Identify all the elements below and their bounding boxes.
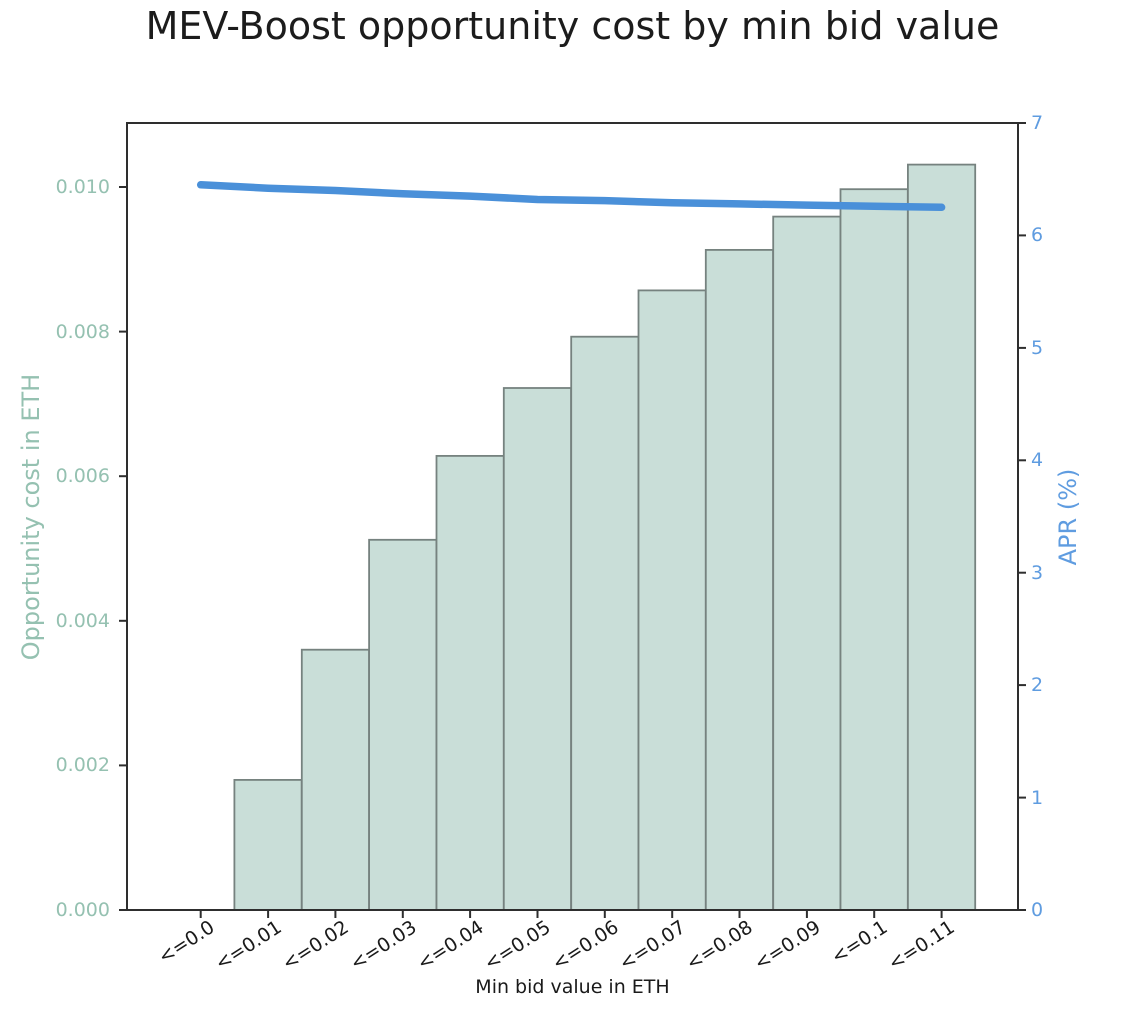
left-y-tick-label: 0.004 [55,609,110,632]
left-y-tick-label: 0.006 [55,465,110,488]
left-y-tick-label: 0.010 [55,175,110,198]
left-y-tick-label: 0.008 [55,320,110,343]
opportunity-cost-bar [435,454,505,911]
right-y-tick-label: 6 [1031,224,1044,247]
right-y-tick-label: 0 [1031,899,1044,921]
opportunity-cost-bar [570,335,640,911]
x-axis-title: Min bid value in ETH [475,976,670,998]
axes-spines [126,122,1019,911]
right-y-tick-label: 3 [1031,561,1044,584]
opportunity-cost-bar [704,248,774,911]
opportunity-cost-bar [907,163,977,911]
chart-title: MEV-Boost opportunity cost by min bid va… [145,4,1000,48]
opportunity-cost-bar [637,289,707,911]
opportunity-cost-bar [502,387,572,911]
right-y-tick-label: 2 [1031,674,1044,697]
right-y-tick-label: 7 [1031,112,1044,134]
opportunity-cost-bar [368,538,438,911]
opportunity-cost-bar [839,188,909,911]
left-y-tick-label: 0.000 [55,899,110,921]
opportunity-cost-bar [300,648,370,911]
right-y-tick-label: 1 [1031,786,1044,809]
opportunity-cost-bar [772,215,842,911]
opportunity-cost-bar [233,779,303,911]
left-y-tick-label: 0.002 [55,754,110,777]
right-y-tick-label: 4 [1031,449,1044,472]
apr-line [196,181,946,212]
right-y-tick-label: 5 [1031,336,1044,359]
